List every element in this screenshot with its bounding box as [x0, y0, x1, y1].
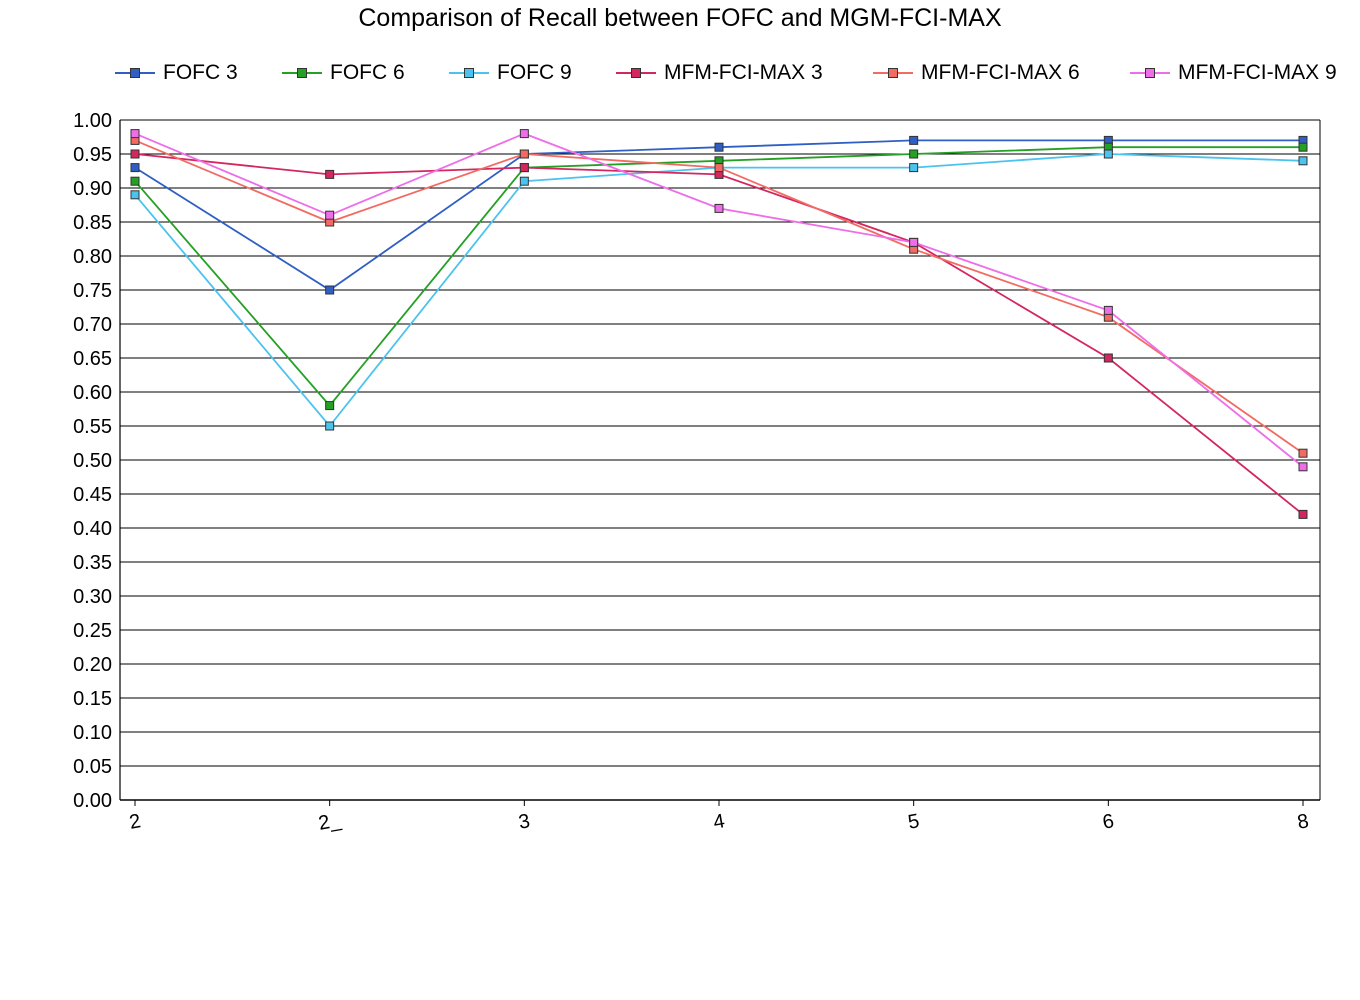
- y-tick-label: 0.45: [73, 484, 112, 506]
- legend-label: MFM-FCI-MAX 6: [921, 61, 1080, 84]
- legend-item: FOFC 3: [115, 58, 238, 88]
- legend-label: FOFC 6: [330, 61, 405, 84]
- legend-label: FOFC 3: [163, 61, 238, 84]
- data-point: [909, 163, 919, 173]
- data-point: [909, 149, 919, 159]
- x-tick-label: 6: [1101, 810, 1116, 834]
- data-point: [1298, 509, 1308, 519]
- y-tick-label: 0.40: [73, 518, 112, 540]
- y-tick-label: 0.55: [73, 416, 112, 438]
- data-point: [1298, 156, 1308, 166]
- data-point: [1298, 448, 1308, 458]
- data-point: [130, 190, 140, 200]
- legend-swatch: [282, 66, 322, 80]
- data-point: [909, 237, 919, 247]
- data-point: [519, 129, 529, 139]
- data-point: [325, 401, 335, 411]
- legend-item: FOFC 9: [449, 58, 572, 88]
- legend: FOFC 3 FOFC 6 FOFC 9 MFM-FCI-MAX 3 MFM-FCI-M…: [0, 58, 1360, 88]
- data-point: [1103, 149, 1113, 159]
- data-point: [1103, 353, 1113, 363]
- data-point: [519, 176, 529, 186]
- data-point: [1298, 142, 1308, 152]
- x-tick-label: 4: [712, 810, 727, 834]
- data-point: [325, 210, 335, 220]
- series-line: [134, 139, 1304, 454]
- data-point: [714, 203, 724, 213]
- legend-item: MFM-FCI-MAX 6: [873, 58, 1080, 88]
- y-tick-label: 0.35: [73, 552, 112, 574]
- y-tick-label: 0.00: [73, 790, 112, 812]
- x-tick-label: 5: [906, 810, 921, 834]
- y-tick-label: 0.95: [73, 144, 112, 166]
- y-tick-label: 0.30: [73, 586, 112, 608]
- data-point: [325, 285, 335, 295]
- x-tick-label: 2_: [317, 809, 344, 835]
- x-tick-label: 2: [128, 810, 143, 834]
- y-tick-label: 0.85: [73, 212, 112, 234]
- data-point: [325, 169, 335, 179]
- y-tick-label: 0.65: [73, 348, 112, 370]
- series-line: [134, 132, 1304, 468]
- legend-item: FOFC 6: [282, 58, 405, 88]
- legend-swatch: [873, 66, 913, 80]
- legend-label: MFM-FCI-MAX 9: [1178, 61, 1337, 84]
- data-point: [909, 135, 919, 145]
- data-point: [714, 163, 724, 173]
- legend-swatch: [616, 66, 656, 80]
- series-line: [134, 146, 1303, 407]
- y-tick-label: 0.20: [73, 654, 112, 676]
- legend-swatch: [1130, 66, 1170, 80]
- legend-item: MFM-FCI-MAX 9: [1130, 58, 1337, 88]
- y-tick-label: 0.70: [73, 314, 112, 336]
- legend-swatch: [449, 66, 489, 80]
- y-tick-label: 0.10: [73, 722, 112, 744]
- x-tick-label: 8: [1296, 810, 1311, 834]
- y-tick-label: 0.05: [73, 756, 112, 778]
- legend-label: MFM-FCI-MAX 3: [664, 61, 823, 84]
- legend-swatch: [115, 66, 155, 80]
- y-tick-label: 0.90: [73, 178, 112, 200]
- y-tick-label: 0.60: [73, 382, 112, 404]
- data-point: [325, 421, 335, 431]
- chart-title: Comparison of Recall between FOFC and MG…: [358, 4, 1002, 32]
- data-point: [1298, 462, 1308, 472]
- legend-label: FOFC 9: [497, 61, 572, 84]
- y-tick-label: 0.25: [73, 620, 112, 642]
- data-point: [714, 142, 724, 152]
- data-point: [1103, 305, 1113, 315]
- data-point: [519, 163, 529, 173]
- y-tick-label: 0.80: [73, 246, 112, 268]
- y-tick-label: 1.00: [73, 110, 112, 132]
- data-point: [130, 149, 140, 159]
- y-tick-label: 0.75: [73, 280, 112, 302]
- y-tick-label: 0.50: [73, 450, 112, 472]
- y-tick-label: 0.15: [73, 688, 112, 710]
- legend-item: MFM-FCI-MAX 3: [616, 58, 823, 88]
- data-point: [130, 176, 140, 186]
- data-point: [130, 163, 140, 173]
- data-point: [130, 129, 140, 139]
- x-tick-label: 3: [517, 810, 532, 834]
- data-point: [519, 149, 529, 159]
